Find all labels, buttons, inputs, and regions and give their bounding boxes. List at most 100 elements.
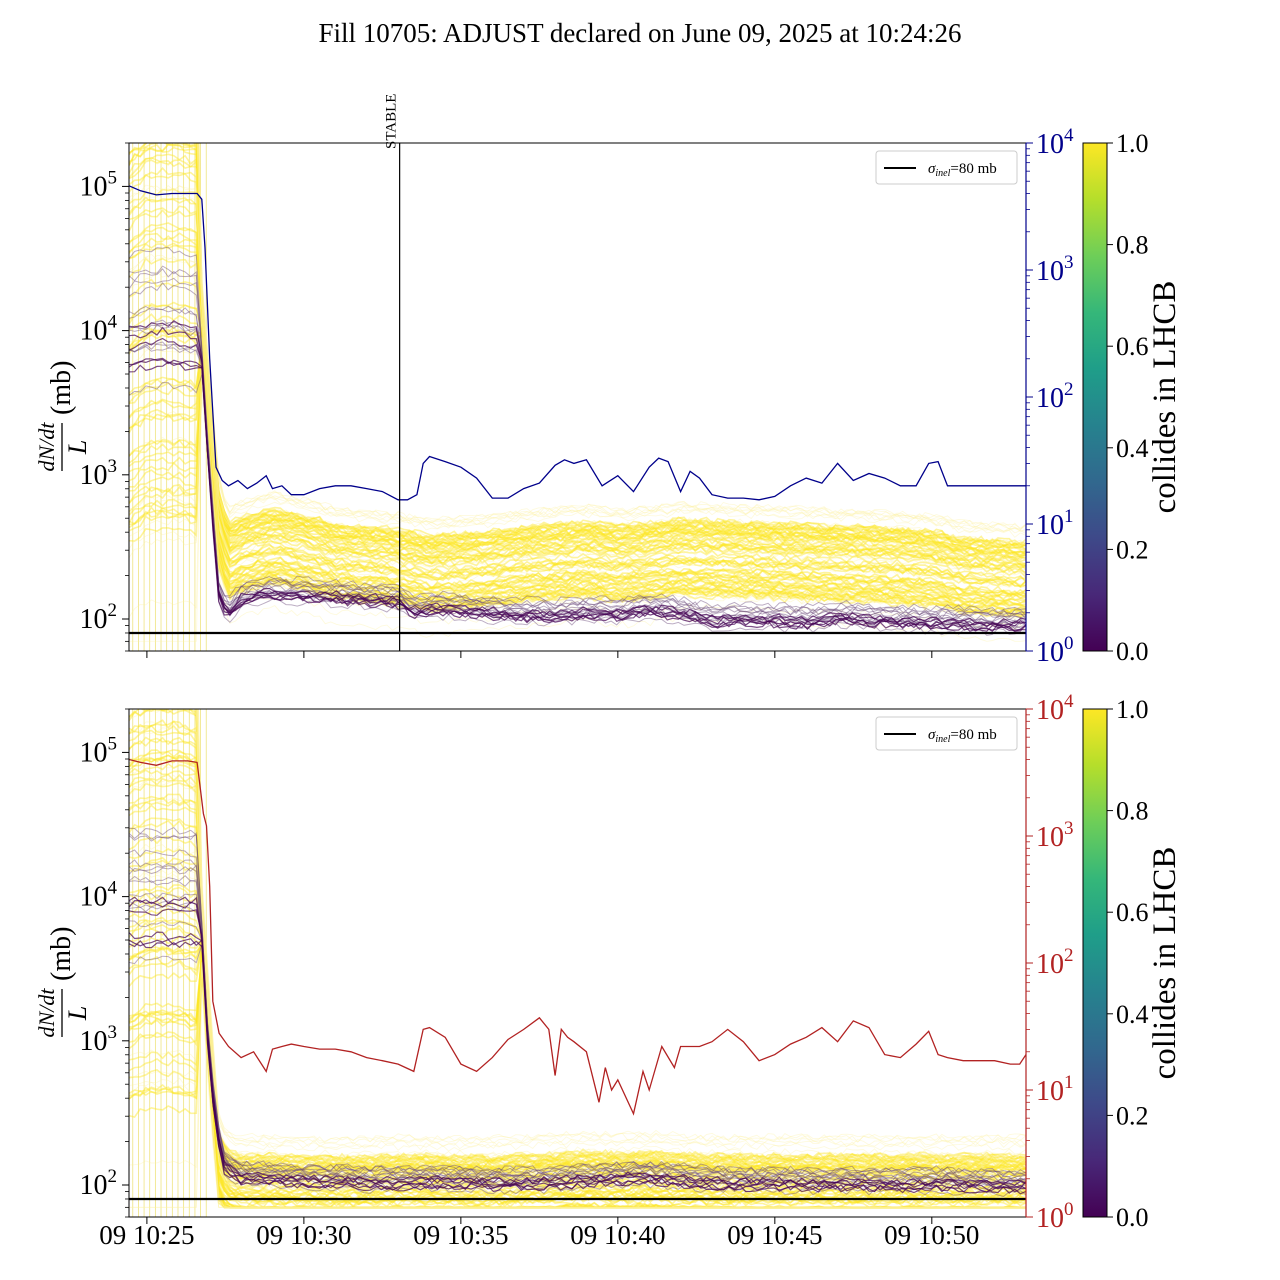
y-right-tick-label: 101 [1036,1072,1074,1107]
series-line-non-colliding [129,879,1026,1184]
series-line-colliding [129,159,1026,559]
series-line-colliding [129,350,1026,602]
series-line-non-colliding [129,265,1026,616]
series-line-colliding [129,355,1026,604]
series-line-colliding [129,777,1026,1178]
series-line-colliding [129,962,1026,1208]
series-line-colliding [129,348,1026,599]
series-line-colliding [195,709,1026,1163]
series-line-colliding [129,257,1026,576]
series-line-colliding [129,720,1026,1168]
series-line-colliding [129,346,1026,600]
series-line-colliding [129,952,1026,1209]
y-left-tick-label: 104 [80,312,118,347]
series-line-colliding [196,709,1026,1161]
colorbar-tick-label: 0.6 [1116,898,1149,927]
series-line-colliding [129,729,1026,1170]
series-line-colliding [129,185,1026,563]
y-left-axis-label: dN/dt L (mb) [34,927,92,1038]
series-line-colliding [129,709,1026,1166]
series-line-colliding [129,966,1026,1209]
series-line-colliding [196,143,1026,548]
series-line-colliding [196,143,1026,546]
series-line-colliding [129,737,1026,1171]
series-line-colliding [198,709,1026,1143]
series-line-colliding [129,987,1026,1208]
series-line-non-colliding [129,361,1026,632]
series-line-colliding [129,271,1026,577]
series-line-colliding [198,143,1026,530]
series-line-colliding [196,709,1026,1161]
series-line-colliding [198,709,1026,1145]
series-line-colliding [129,363,1026,613]
series-line-colliding [129,330,1026,587]
colorbar-tick-label: 0.4 [1116,1000,1149,1029]
series-line-colliding [129,969,1026,1209]
series-line-colliding [129,254,1026,573]
series-line-colliding [129,796,1026,1181]
series-line-colliding [129,817,1026,1185]
y-right-tick-label: 100 [1036,1199,1074,1234]
series-line-colliding [129,709,1026,1165]
series-line-colliding [129,226,1026,571]
series-line-colliding [129,341,1026,596]
series-line-colliding [129,278,1026,578]
series-line-non-colliding [129,307,1026,623]
series-line-non-colliding [129,900,1026,1188]
series-line-non-colliding [129,268,1026,618]
series-line-colliding [129,341,1026,596]
series-line-colliding [196,143,1026,549]
series-line-colliding [129,804,1026,1182]
series-line-colliding [129,363,1026,618]
y-right-tick-label: 104 [1036,125,1074,160]
series-line-colliding [129,347,1026,597]
series-line-colliding [129,780,1026,1177]
series-line-colliding [129,153,1026,558]
series-line-colliding [129,954,1026,1209]
series-line-colliding [129,756,1026,1174]
series-line-colliding [129,340,1026,597]
series-line-colliding [197,709,1026,1150]
series-line-colliding [195,709,1026,1162]
series-line-colliding [129,243,1026,572]
series-line-colliding [196,143,1026,550]
x-tick-label: 09 10:50 [884,1220,979,1250]
series-line-colliding [129,709,1026,1164]
y-right-tick-label: 101 [1036,506,1074,541]
series-line-colliding [129,355,1026,606]
series-line-colliding [129,918,1026,1201]
series-line-non-colliding [129,831,1026,1176]
series-line-colliding [129,952,1026,1209]
colorbar-tick-label: 0.8 [1116,797,1149,826]
series-line-colliding [129,736,1026,1171]
series-line-colliding [129,189,1026,564]
panel-1: STABLE 102 103 104 105 100 101 102 103 104 dN/dt L (… [34,94,1183,668]
series-line-colliding [129,347,1026,601]
series-line-colliding [198,143,1026,529]
figure-title: Fill 10705: ADJUST declared on June 09, … [318,18,962,48]
series-line-colliding [198,143,1026,534]
series-line-colliding [129,800,1026,1181]
y-right-tick-label: 103 [1036,818,1074,853]
plot-area [129,709,1026,1217]
series-line-non-colliding [129,246,1026,614]
series-line-colliding [129,337,1026,590]
series-line-colliding [129,197,1026,565]
series-line-colliding [129,353,1026,608]
series-line-colliding [129,367,1026,615]
stable-marker-label: STABLE [384,94,400,149]
series-line-colliding [196,143,1026,550]
series-line-colliding [129,357,1026,611]
series-line-colliding [198,143,1026,534]
series-line-colliding [196,709,1026,1158]
series-line-colliding [129,709,1026,1166]
y-left-tick-label: 103 [80,456,118,491]
y-label-numerator: dN/dt [34,422,59,472]
series-line-colliding [129,750,1026,1173]
legend-label: σinel=80 mb [928,727,997,745]
series-line-colliding [129,143,1026,556]
colorbar-tick-label: 0.0 [1116,1203,1149,1232]
series-line-colliding [129,381,1026,631]
series-line-non-colliding [129,834,1026,1178]
colorbar [1082,708,1108,1218]
